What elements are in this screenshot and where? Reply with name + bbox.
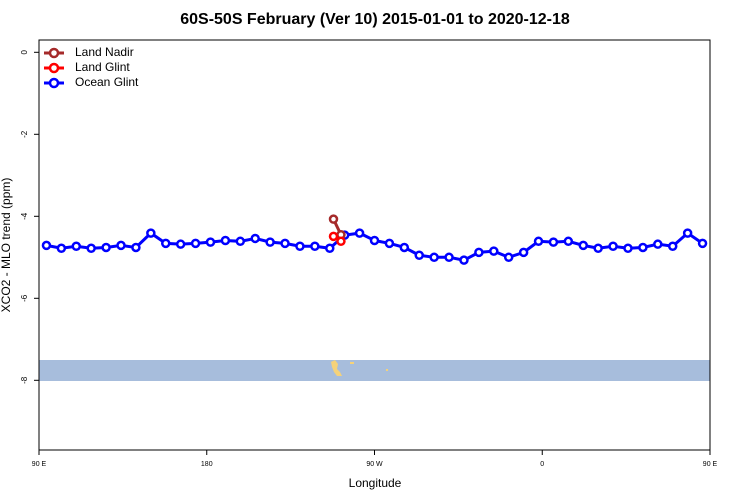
x-tick-label: 90 E [32,461,47,468]
data-point [310,241,320,251]
data-point [533,236,544,247]
data-point [220,235,231,246]
data-point [384,238,395,249]
data-point [518,247,529,258]
data-point [354,228,365,238]
land-shape [350,362,354,364]
data-point [399,242,410,253]
data-point [563,236,574,247]
x-tick-label: 90 W [366,461,383,468]
data-point [328,214,339,224]
data-point [280,238,290,249]
data-point [593,243,603,254]
data-point [146,228,156,238]
data-point [638,242,648,253]
data-point [623,243,633,254]
y-tick-label: -8 [20,376,29,384]
data-point [653,239,663,249]
data-point [175,239,186,249]
data-point [205,237,216,247]
data-point [71,241,82,251]
y-axis-label: XCO2 - MLO trend (ppm) [0,178,13,313]
x-tick-label: 180 [201,461,213,468]
data-point [56,243,67,254]
chart-title: 60S-50S February (Ver 10) 2015-01-01 to … [180,11,570,28]
x-tick-label: 90 E [703,461,718,468]
legend-label: Land Nadir [75,45,134,59]
y-tick-label: -2 [20,130,29,138]
data-point [503,252,514,263]
data-point [608,241,618,251]
data-point [369,235,380,246]
data-point [667,241,678,251]
data-point [414,250,424,260]
data-point [548,237,559,247]
map-strip [39,360,710,381]
data-point [578,240,589,251]
y-tick-label: 0 [20,50,29,55]
data-point [328,231,339,242]
legend-marker [48,47,60,59]
data-point [86,243,96,254]
legend-label: Land Glint [75,60,130,74]
data-point [101,242,111,253]
data-point [41,240,52,251]
y-tick-label: -6 [20,294,29,302]
data-point [131,242,141,253]
data-point [160,238,171,249]
data-point [429,252,439,263]
data-point [250,233,260,244]
land-shape [331,360,342,376]
data-point [697,238,708,249]
x-tick-label: 0 [540,461,544,468]
data-point [235,236,246,247]
data-point [265,237,275,247]
data-point [336,236,346,247]
legend-label: Ocean Glint [75,75,139,89]
data-point [190,238,201,249]
data-point [116,240,126,251]
legend-marker [48,77,60,89]
data-point [459,255,469,265]
data-point [325,243,335,254]
x-axis-label: Longitude [349,476,402,490]
data-point [295,241,305,251]
data-point [682,228,693,238]
legend-marker [48,62,60,74]
y-tick-label: -4 [20,212,29,220]
data-point [444,252,454,263]
land-shape [386,369,388,371]
data-point [474,247,484,258]
data-point [489,246,499,256]
